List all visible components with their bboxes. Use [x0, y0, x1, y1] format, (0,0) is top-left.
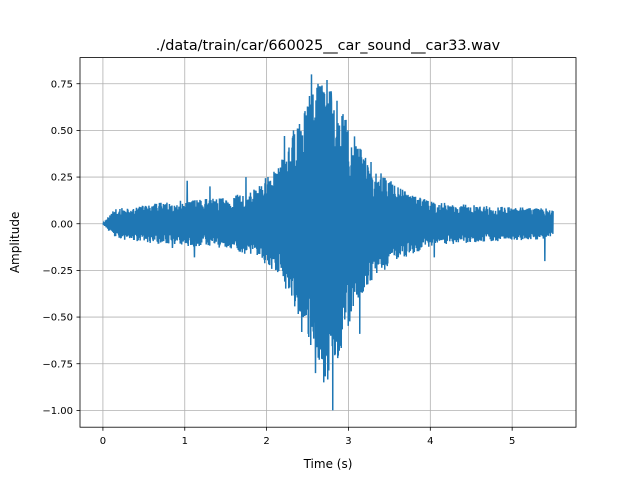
- y-tick-label: −0.25: [42, 266, 73, 277]
- x-tick-label: 0: [100, 436, 106, 447]
- y-tick-label: 0.75: [51, 79, 73, 90]
- axes-frame: [79, 57, 577, 428]
- y-tick-label: 0.50: [51, 126, 73, 137]
- x-tick-label: 3: [345, 436, 351, 447]
- y-tick-label: −0.75: [42, 359, 73, 370]
- x-tick-label: 1: [182, 436, 188, 447]
- x-tick-label: 2: [263, 436, 269, 447]
- x-tick-label: 4: [427, 436, 433, 447]
- y-tick-label: 0.25: [51, 173, 73, 184]
- plot-area: [102, 74, 554, 411]
- y-tick-label: 0.00: [51, 219, 73, 230]
- y-axis-label: Amplitude: [8, 212, 22, 274]
- chart-title: ./data/train/car/660025__car_sound__car3…: [156, 38, 501, 54]
- x-tick-label: 5: [509, 436, 515, 447]
- y-tick-label: −0.50: [42, 313, 73, 324]
- y-axis-ticks: −1.00 −0.75 −0.50 −0.25 0.00 0.25 0.50 0.75: [42, 79, 80, 417]
- waveform-line: [102, 74, 554, 411]
- x-axis-ticks: 0 1 2 3 4 5: [100, 427, 515, 447]
- y-tick-label: −1.00: [42, 406, 73, 417]
- x-axis-label: Time (s): [303, 457, 353, 471]
